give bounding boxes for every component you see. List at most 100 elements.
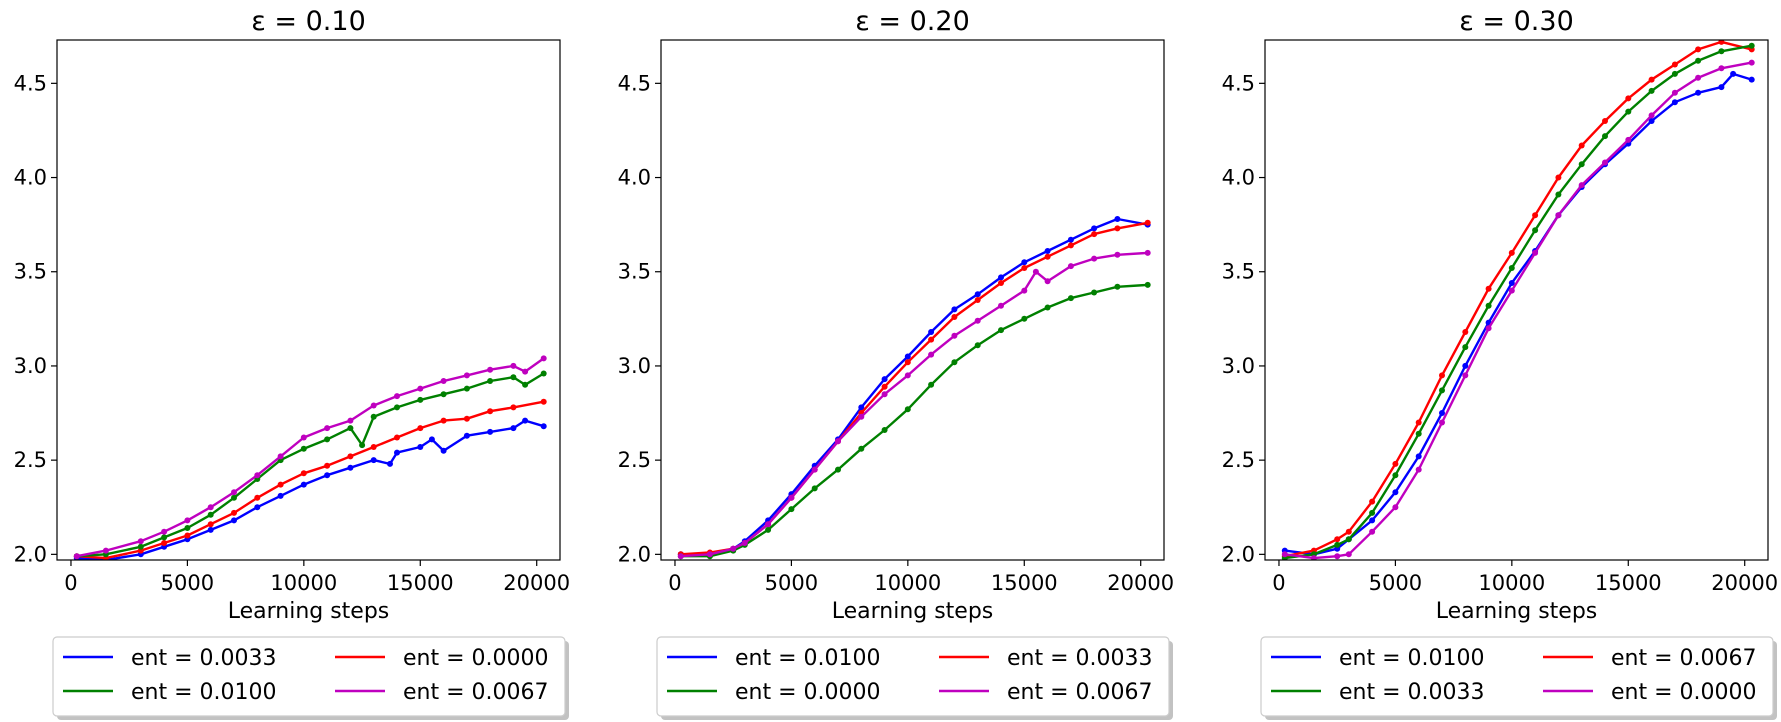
data-point bbox=[928, 381, 935, 388]
x-tick-label: 0 bbox=[1272, 571, 1285, 595]
data-point bbox=[1091, 231, 1098, 238]
x-tick-label: 5000 bbox=[765, 571, 818, 595]
data-point bbox=[1021, 315, 1028, 322]
data-point bbox=[1281, 551, 1288, 558]
data-point bbox=[1439, 387, 1445, 394]
series-line-4 bbox=[680, 251, 1148, 558]
data-point bbox=[765, 526, 772, 533]
data-point bbox=[1718, 84, 1725, 91]
data-point bbox=[1439, 419, 1445, 426]
data-point bbox=[440, 417, 447, 424]
data-point bbox=[1578, 182, 1585, 189]
y-tick-label: 2.5 bbox=[1222, 448, 1255, 472]
data-point bbox=[1648, 87, 1655, 94]
data-point bbox=[1532, 212, 1539, 219]
data-point bbox=[417, 385, 424, 392]
data-point bbox=[1578, 161, 1585, 168]
data-point bbox=[347, 464, 354, 471]
data-point bbox=[1671, 61, 1678, 68]
data-point bbox=[231, 509, 237, 516]
y-tick-label: 4.5 bbox=[1222, 71, 1255, 95]
data-point bbox=[928, 351, 935, 358]
data-point bbox=[440, 447, 447, 454]
data-point bbox=[347, 425, 354, 432]
data-point bbox=[1067, 242, 1074, 249]
y-tick-label: 3.5 bbox=[1222, 260, 1255, 284]
legend-box bbox=[1260, 636, 1774, 717]
data-point bbox=[1602, 159, 1608, 166]
x-axis-label: Learning steps bbox=[1436, 599, 1598, 624]
y-tick-label: 3.5 bbox=[14, 260, 47, 284]
data-point bbox=[951, 314, 958, 320]
x-tick-label: 10000 bbox=[270, 571, 337, 595]
x-tick-label: 0 bbox=[64, 571, 77, 595]
data-point bbox=[440, 391, 447, 398]
data-point bbox=[1044, 304, 1051, 311]
data-point bbox=[1021, 265, 1028, 271]
data-point bbox=[1334, 553, 1341, 560]
data-point bbox=[765, 521, 772, 528]
data-point bbox=[1602, 133, 1608, 140]
series-line-3 bbox=[1284, 44, 1752, 560]
data-point bbox=[1067, 236, 1074, 243]
data-point bbox=[540, 355, 547, 362]
data-point bbox=[1718, 65, 1725, 72]
data-point bbox=[998, 327, 1004, 334]
data-point bbox=[510, 404, 517, 411]
series-line-4 bbox=[76, 357, 545, 558]
data-point bbox=[1032, 268, 1039, 275]
y-tick-label: 4.0 bbox=[618, 166, 651, 190]
data-point bbox=[394, 434, 400, 441]
data-point bbox=[1334, 536, 1341, 543]
data-point bbox=[951, 306, 958, 313]
data-point bbox=[522, 417, 529, 424]
data-point bbox=[277, 453, 284, 460]
y-tick-label: 2.0 bbox=[1222, 542, 1255, 566]
data-point bbox=[1114, 283, 1121, 290]
data-point bbox=[1369, 498, 1376, 505]
data-point bbox=[951, 359, 958, 366]
y-tick-label: 4.0 bbox=[1222, 166, 1255, 190]
data-point bbox=[1695, 57, 1702, 64]
data-point bbox=[370, 402, 377, 409]
data-point bbox=[1671, 70, 1678, 77]
data-point bbox=[510, 374, 517, 381]
data-point bbox=[1021, 259, 1028, 266]
data-point bbox=[254, 504, 261, 511]
data-point bbox=[417, 396, 424, 403]
data-point bbox=[1462, 362, 1469, 369]
data-point bbox=[788, 494, 795, 501]
data-point bbox=[231, 494, 237, 501]
chart-title: ε = 0.20 bbox=[855, 6, 970, 37]
x-tick-label: 20000 bbox=[1711, 571, 1778, 595]
data-point bbox=[463, 385, 470, 392]
data-point bbox=[974, 342, 981, 349]
y-tick-label: 2.0 bbox=[618, 542, 651, 566]
data-point bbox=[359, 442, 366, 449]
legend-entry-label: ent = 0.0067 bbox=[1611, 646, 1757, 671]
data-point bbox=[300, 434, 307, 441]
data-point bbox=[1415, 419, 1422, 426]
data-point bbox=[1369, 509, 1376, 516]
data-point bbox=[928, 329, 935, 335]
data-point bbox=[1730, 70, 1737, 77]
data-point bbox=[1067, 263, 1074, 270]
data-point bbox=[1144, 249, 1151, 256]
data-point bbox=[394, 449, 400, 456]
data-point bbox=[324, 425, 331, 432]
data-point bbox=[1091, 255, 1098, 262]
data-point bbox=[904, 353, 911, 360]
data-point bbox=[1485, 302, 1492, 309]
y-tick-label: 3.0 bbox=[1222, 354, 1255, 378]
legend-entry-label: ent = 0.0033 bbox=[131, 646, 277, 671]
x-axis-label: Learning steps bbox=[832, 599, 994, 624]
legend-box bbox=[656, 636, 1170, 717]
data-point bbox=[428, 436, 435, 443]
data-point bbox=[1044, 253, 1051, 260]
x-tick-label: 20000 bbox=[503, 571, 570, 595]
data-point bbox=[370, 444, 377, 450]
data-point bbox=[1718, 40, 1725, 45]
data-point bbox=[706, 551, 713, 558]
data-point bbox=[347, 417, 354, 424]
plot-frame bbox=[56, 39, 561, 561]
